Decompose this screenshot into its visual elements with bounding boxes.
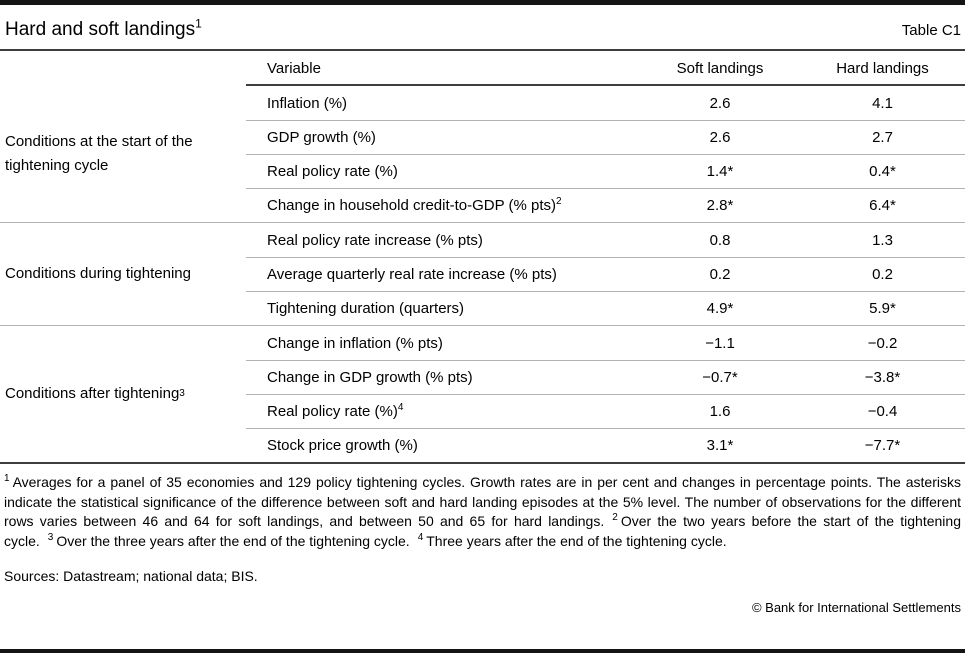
cell-variable: Tightening duration (quarters): [246, 300, 640, 317]
footnote-text: Over the three years after the end of th…: [56, 532, 410, 549]
cell-soft-value: 2.8*: [706, 197, 734, 214]
cell-soft-value: 2.6: [709, 129, 731, 146]
cell-soft-value: −0.7*: [702, 369, 738, 386]
group-rows: Inflation (%) 2.6 4.1 GDP growth (%) 2.6…: [246, 86, 965, 222]
title-row: Hard and soft landings1 Table C1: [0, 5, 965, 51]
cell-variable: Inflation (%): [246, 95, 640, 112]
cell-soft-value: −1.1: [705, 334, 735, 352]
variable-text: Real policy rate increase (% pts): [267, 231, 483, 249]
page-title: Hard and soft landings1: [5, 16, 202, 41]
cell-variable: Real policy rate increase (% pts): [246, 232, 640, 249]
group-rows: Change in inflation (% pts) −1.1 −0.2 Ch…: [246, 326, 965, 462]
variable-text: Inflation (%): [267, 94, 348, 112]
cell-soft-value: 0.8: [709, 231, 731, 249]
table-header-row: Variable Soft landings Hard landings: [0, 51, 965, 86]
header-variable: Variable: [267, 60, 321, 77]
cell-variable: Change in GDP growth (% pts): [246, 369, 640, 386]
cell-soft-value: 1.4*: [706, 163, 734, 180]
cell-variable: Real policy rate (%): [246, 163, 640, 180]
variable-footnote-ref: 4: [397, 402, 404, 413]
footnote-marker: 1: [4, 473, 10, 485]
table-row: Tightening duration (quarters) 4.9* 5.9*: [246, 291, 965, 325]
table-row: Change in inflation (% pts) −1.1 −0.2: [246, 326, 965, 360]
header-hard-landings: Hard landings: [836, 60, 929, 77]
cell-variable: GDP growth (%): [246, 129, 640, 146]
footnote-marker: 2: [612, 512, 618, 524]
table-row: GDP growth (%) 2.6 2.7: [246, 120, 965, 154]
group-label-text: Conditions at the start of the tightenin…: [5, 133, 193, 174]
cell-hard-value: −0.4: [867, 403, 898, 420]
top-rule-bar: [0, 0, 965, 5]
bottom-rule-bar: [0, 649, 965, 653]
header-soft-landings: Soft landings: [676, 60, 764, 77]
cell-hard-value: 0.4*: [869, 163, 896, 180]
page-title-text: Hard and soft landings: [5, 19, 196, 40]
cell-hard-value: −7.7*: [864, 437, 901, 454]
group-label: Conditions at the start of the tightenin…: [0, 86, 246, 222]
cell-variable: Average quarterly real rate increase (% …: [246, 266, 640, 283]
cell-soft-value: 1.6: [709, 403, 731, 420]
variable-text: Real policy rate (%): [267, 403, 398, 420]
variable-text: Real policy rate (%): [267, 163, 398, 180]
footnote-text: Averages for a panel of 35 economies and…: [4, 474, 961, 529]
table-group-during-tightening: Conditions during tightening Real policy…: [0, 222, 965, 325]
table-row: Real policy rate (%) 1.4* 0.4*: [246, 154, 965, 188]
cell-soft-value: 4.9*: [706, 300, 734, 317]
cell-variable: Real policy rate (%)4: [246, 402, 640, 421]
table-row: Real policy rate (%)4 1.6 −0.4: [246, 394, 965, 428]
footnotes-paragraph: 1 Averages for a panel of 35 economies an…: [0, 473, 965, 551]
cell-variable: Change in inflation (% pts): [246, 335, 640, 352]
cell-hard-value: −3.8*: [864, 369, 901, 386]
cell-hard-value: 2.7: [872, 129, 893, 146]
variable-text: Change in GDP growth (% pts): [267, 369, 473, 386]
page-title-footnote-ref: 1: [195, 16, 202, 31]
group-rows: Real policy rate increase (% pts) 0.8 1.…: [246, 223, 965, 325]
variable-text: Stock price growth (%): [267, 437, 418, 454]
cell-variable: Change in household credit-to-GDP (% pts…: [246, 196, 640, 215]
table-group-after-tightening: Conditions after tightening 3 Change in i…: [0, 325, 965, 462]
table-number: Table C1: [901, 22, 961, 39]
sources-line: Sources: Datastream; national data; BIS.: [4, 568, 258, 584]
variable-text: Change in inflation (% pts): [267, 334, 443, 352]
variable-text: Change in household credit-to-GDP (% pts…: [267, 197, 557, 214]
cell-variable: Stock price growth (%): [246, 437, 640, 454]
cell-hard-value: 0.2: [872, 266, 893, 283]
cell-soft-value: 0.2: [709, 266, 731, 283]
footnote-marker: 4: [417, 531, 424, 543]
table-row: Real policy rate increase (% pts) 0.8 1.…: [246, 223, 965, 257]
footnote-text: Over the two years before the start of t…: [4, 513, 961, 549]
cell-hard-value: 4.1: [872, 94, 893, 112]
cell-hard-value: 5.9*: [869, 300, 896, 317]
table-row: Change in GDP growth (% pts) −0.7* −3.8*: [246, 360, 965, 394]
cell-soft-value: 2.6: [709, 94, 731, 112]
variable-text: GDP growth (%): [267, 129, 376, 146]
table-group-start-of-cycle: Conditions at the start of the tightenin…: [0, 86, 965, 222]
landings-table: Variable Soft landings Hard landings Con…: [0, 51, 965, 464]
cell-hard-value: 1.3: [872, 231, 893, 249]
variable-text: Tightening duration (quarters): [267, 300, 465, 317]
variable-text: Average quarterly real rate increase (% …: [267, 266, 557, 283]
variable-footnote-ref: 2: [556, 196, 562, 207]
group-label-text: Conditions after tightening: [5, 385, 180, 402]
table-row: Change in household credit-to-GDP (% pts…: [246, 188, 965, 222]
table-row: Inflation (%) 2.6 4.1: [246, 86, 965, 120]
table-row: Stock price growth (%) 3.1* −7.7*: [246, 428, 965, 462]
cell-soft-value: 3.1*: [706, 437, 734, 454]
group-label: Conditions after tightening 3: [0, 326, 246, 462]
cell-hard-value: 6.4*: [869, 197, 896, 214]
footnote-text: Three years after the end of the tighten…: [426, 532, 727, 549]
cell-hard-value: −0.2: [867, 334, 898, 352]
footnote-marker: 3: [47, 531, 54, 543]
table-row: Average quarterly real rate increase (% …: [246, 257, 965, 291]
copyright-line: © Bank for International Settlements: [751, 600, 961, 615]
group-label: Conditions during tightening: [0, 223, 246, 325]
group-label-text: Conditions during tightening: [5, 265, 191, 282]
